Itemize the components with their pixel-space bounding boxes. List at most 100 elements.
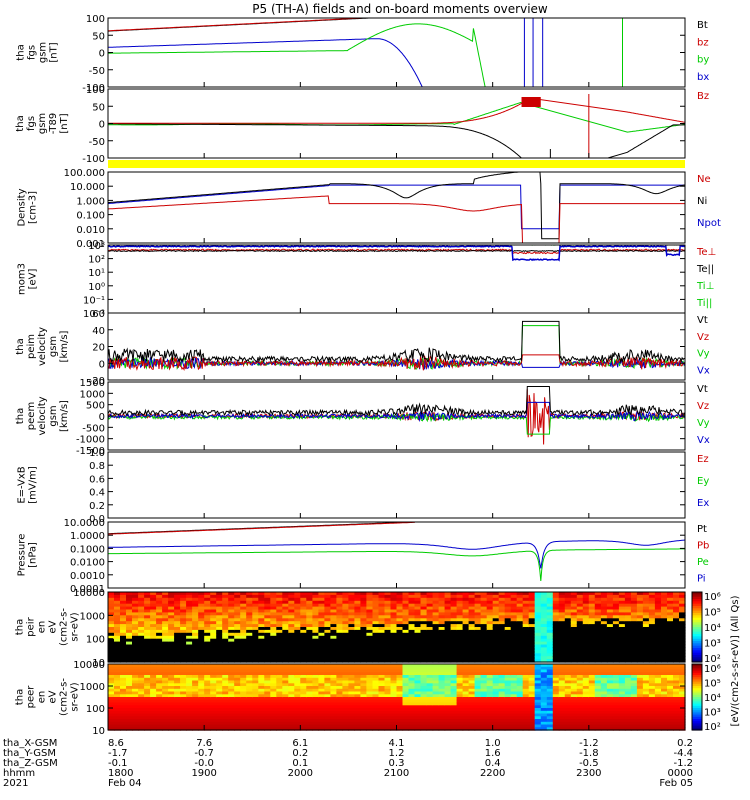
spectro-cell (210, 694, 217, 698)
spectro-cell (618, 609, 626, 613)
spectro-cell (444, 710, 452, 715)
spectro-cell (679, 621, 686, 625)
spectro-cell (468, 699, 476, 704)
spectro-cell (402, 647, 410, 651)
spectro-cell (456, 697, 464, 701)
spectro-cell (108, 727, 115, 731)
spectro-cell (174, 694, 181, 698)
spectro-cell (216, 680, 223, 684)
spectro-cell (504, 594, 512, 599)
spectro-cell (306, 724, 313, 728)
spectro-cell (282, 644, 289, 648)
spectro-cell (138, 664, 145, 668)
spectro-cell (492, 694, 500, 698)
spectro-cell (570, 644, 578, 648)
spectro-cell (180, 624, 187, 628)
spectro-cell (438, 694, 446, 698)
spectro-cell (204, 592, 211, 596)
spectro-cell (474, 708, 482, 712)
spectro-cell (492, 609, 500, 613)
spectro-cell (564, 627, 572, 631)
spectro-cell (612, 666, 620, 671)
spectro-cell (618, 641, 626, 646)
spectro-cell (186, 594, 193, 599)
spectro-cell (642, 677, 650, 682)
spectro-cell (132, 627, 139, 631)
spectro-cell (630, 597, 638, 602)
spectro-cell (132, 691, 139, 695)
spectro-cell (180, 686, 187, 690)
spectro-cell (144, 606, 151, 611)
spectro-cell (198, 600, 205, 605)
spectro-cell (276, 650, 283, 654)
spectro-cell (234, 699, 241, 704)
spectro-cell (600, 653, 608, 657)
spectro-cell (600, 677, 608, 682)
spectro-cell (228, 697, 235, 701)
spectro-cell (132, 600, 139, 605)
spectro-cell (246, 680, 253, 684)
spectro-cell (168, 721, 175, 726)
spectro-cell (438, 724, 446, 728)
spectro-cell (426, 644, 434, 648)
spectro-cell (402, 683, 410, 687)
spectro-cell (186, 666, 193, 671)
spectro-cell (168, 615, 175, 619)
spectro-cell (624, 680, 632, 684)
spectro-cell (673, 721, 680, 726)
spectro-cell (324, 719, 331, 723)
spectro-cell (108, 691, 115, 695)
spectro-cell (258, 702, 265, 706)
spectro-cell (306, 719, 313, 723)
spectro-cell (510, 694, 518, 698)
spectro-cell (150, 716, 157, 720)
spectro-cell (558, 724, 566, 728)
spectro-cell (354, 629, 361, 634)
spectro-cell (126, 606, 133, 611)
spectro-cell (168, 675, 175, 679)
spectro-cell (228, 592, 235, 596)
spectro-cell (324, 629, 331, 634)
spectro-cell (270, 659, 277, 663)
spectro-cell (198, 705, 205, 709)
spectro-cell (630, 710, 638, 715)
spectro-cell (540, 606, 548, 611)
spectro-cell (414, 675, 422, 679)
spectro-cell (270, 688, 277, 693)
spectro-cell (336, 694, 343, 698)
spectro-cell (120, 677, 127, 682)
spectro-cell (126, 705, 133, 709)
spectro-cell (546, 724, 554, 728)
spectro-cell (132, 629, 139, 634)
spectro-cell (396, 688, 404, 693)
spectro-cell (348, 683, 355, 687)
spectro-cell (126, 635, 133, 640)
spectro-cell (420, 592, 428, 596)
spectro-cell (673, 594, 680, 599)
spectro-cell (228, 716, 235, 720)
spectro-cell (258, 721, 265, 726)
spectro-cell (210, 705, 217, 709)
spectro-cell (336, 724, 343, 728)
spectro-cell (318, 713, 325, 717)
spectro-cell (642, 713, 650, 717)
spectro-cell (228, 656, 235, 660)
spectro-cell (324, 702, 331, 706)
spectro-cell (498, 647, 506, 651)
spectro-cell (630, 653, 638, 657)
spectro-cell (162, 597, 169, 602)
spectro-cell (679, 592, 686, 596)
spectro-cell (450, 650, 458, 654)
spectro-cell (198, 686, 205, 690)
spectro-cell (324, 716, 331, 720)
spectro-cell (402, 724, 410, 728)
spectro-cell (180, 638, 187, 643)
spectro-cell (528, 694, 536, 698)
spectro-cell (540, 675, 548, 679)
spectro-cell (600, 719, 608, 723)
series-bz (108, 97, 685, 124)
spectro-cell (600, 669, 608, 673)
spectro-cell (276, 635, 283, 640)
spectro-cell (504, 629, 512, 634)
